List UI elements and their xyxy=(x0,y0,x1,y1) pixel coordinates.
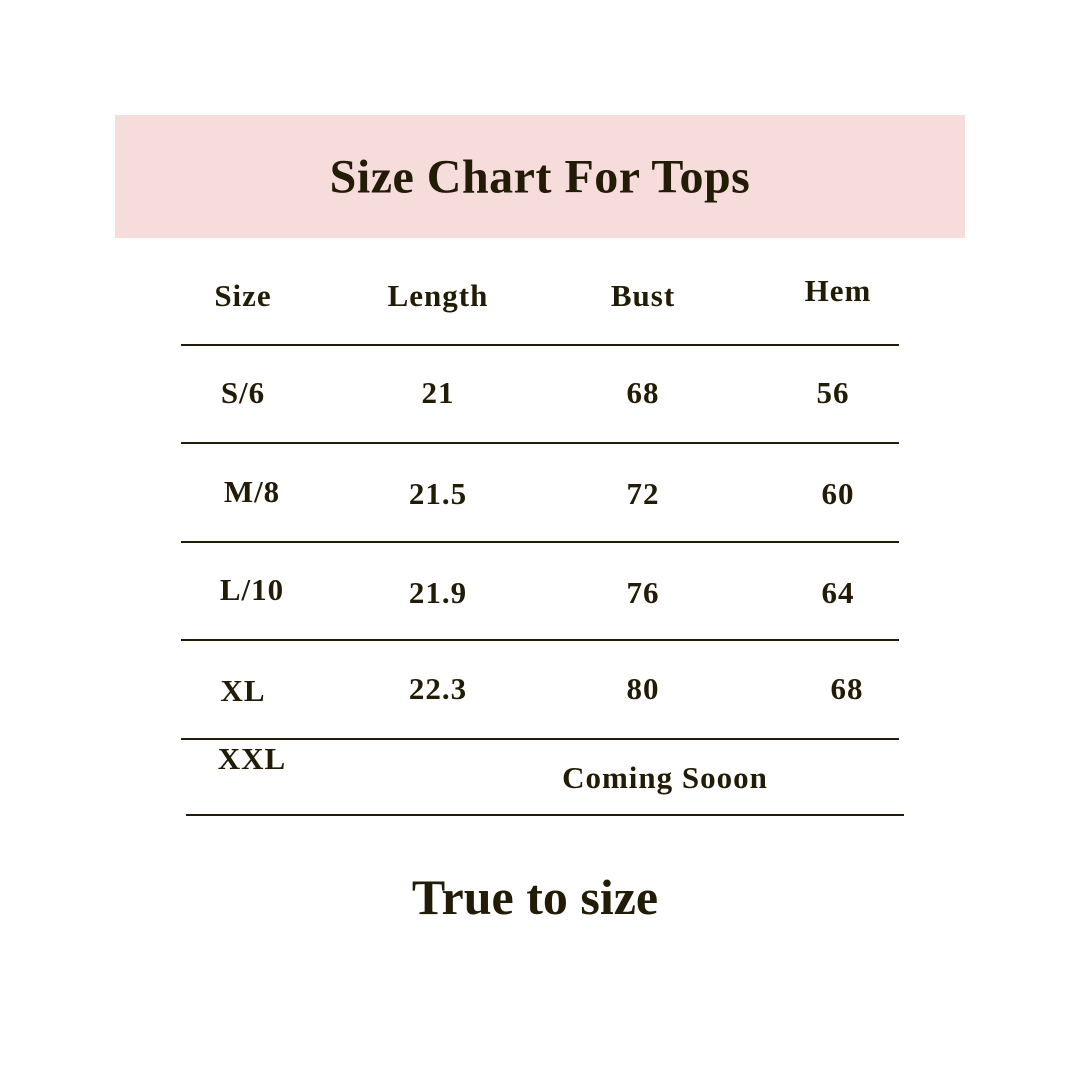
cell-bust: 80 xyxy=(626,671,660,706)
cell-size: M/8 xyxy=(223,474,281,509)
cell-bust: 76 xyxy=(626,575,660,610)
cell-size: L/10 xyxy=(219,572,285,607)
divider xyxy=(181,442,899,444)
cell-bust: 68 xyxy=(626,375,660,410)
cell-hem: 68 xyxy=(830,671,864,706)
divider xyxy=(181,639,899,641)
cell-hem: 56 xyxy=(816,375,850,410)
fit-note: True to size xyxy=(411,869,659,925)
cell-bust: 72 xyxy=(626,476,660,511)
cell-length: 21 xyxy=(421,375,455,410)
cell-hem: 64 xyxy=(821,575,855,610)
header-hem: Hem xyxy=(804,273,872,308)
divider xyxy=(181,541,899,543)
page-title: Size Chart For Tops xyxy=(329,150,751,203)
divider xyxy=(181,738,899,740)
coming-soon-note: Coming Sooon xyxy=(562,760,768,795)
cell-length: 21.5 xyxy=(408,476,468,511)
cell-length: 21.9 xyxy=(408,575,468,610)
header-size: Size xyxy=(214,278,272,313)
cell-size: XL xyxy=(220,673,266,708)
divider xyxy=(181,344,899,346)
header-length: Length xyxy=(387,278,489,313)
cell-hem: 60 xyxy=(821,476,855,511)
cell-size: XXL xyxy=(217,741,287,776)
cell-length: 22.3 xyxy=(408,671,468,706)
cell-size: S/6 xyxy=(220,375,266,410)
title-banner: Size Chart For Tops xyxy=(115,115,965,238)
divider xyxy=(186,814,904,816)
header-bust: Bust xyxy=(610,278,676,313)
